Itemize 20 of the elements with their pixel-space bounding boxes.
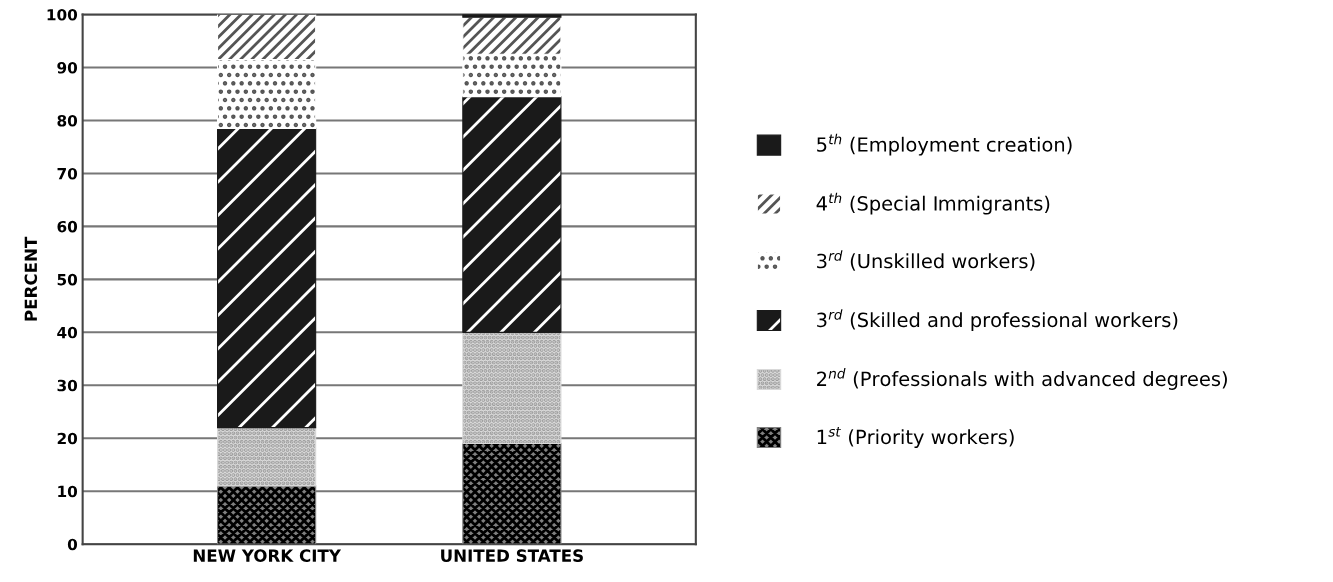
legend-label: 4$^{th}$ (Special Immigrants) <box>816 192 1050 215</box>
y-tick-label: 50 <box>57 273 78 286</box>
y-tick-label: 20 <box>57 432 78 445</box>
y-tick-label: 100 <box>47 9 78 21</box>
legend-label: 3$^{rd}$ (Unskilled workers) <box>817 250 1035 271</box>
y-tick-label: 40 <box>57 326 78 339</box>
x-tick-label: NEW YORK CITY <box>193 549 342 562</box>
x-tick-label: UNITED STATES <box>441 549 583 562</box>
y-tick-label: 0 <box>67 538 78 551</box>
legend-label: 5$^{th}$ (Employment creation) <box>817 133 1072 156</box>
y-tick-label: 30 <box>57 379 78 392</box>
y-tick-label: 90 <box>57 61 78 74</box>
legend-label: 3$^{rd}$ (Skilled and professional workers) <box>817 309 1178 332</box>
y-axis-title: PERCENT <box>24 236 38 321</box>
y-tick-label: 80 <box>57 114 78 127</box>
y-tick-label: 60 <box>57 220 78 233</box>
y-tick-label: 70 <box>57 167 78 180</box>
legend-label: 1$^{st}$ (Priority workers) <box>817 427 1014 449</box>
legend-label: 2$^{nd}$ (Professionals with advanced degrees) <box>817 368 1227 390</box>
y-tick-label: 10 <box>58 485 78 498</box>
